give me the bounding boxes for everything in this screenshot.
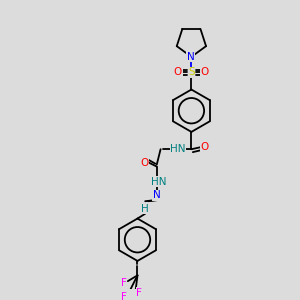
Text: O: O <box>174 67 182 77</box>
Text: F: F <box>121 278 127 288</box>
Text: S: S <box>188 67 195 77</box>
Text: N: N <box>153 190 160 200</box>
Text: O: O <box>201 67 209 77</box>
Text: N: N <box>187 52 194 62</box>
Text: H: H <box>141 204 149 214</box>
Text: HN: HN <box>151 177 167 187</box>
Text: O: O <box>140 158 148 168</box>
Text: F: F <box>136 288 142 298</box>
Text: HN: HN <box>170 144 186 154</box>
Text: O: O <box>201 142 209 152</box>
Text: F: F <box>121 292 127 300</box>
